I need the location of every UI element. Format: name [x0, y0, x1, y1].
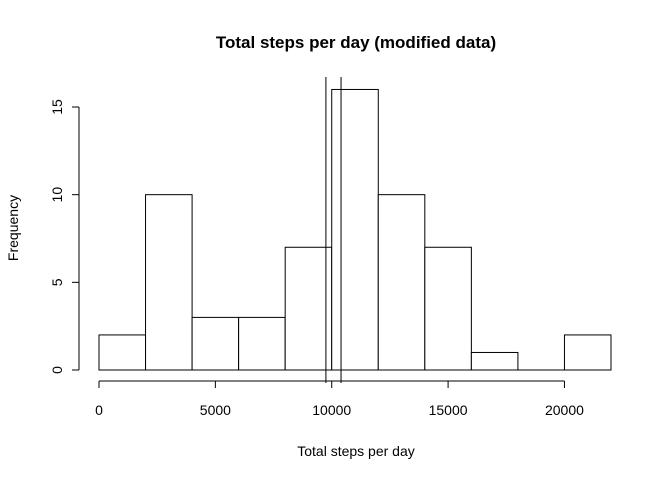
x-tick-label: 10000: [312, 402, 351, 418]
histogram-bar: [238, 316, 286, 371]
x-axis-label: Total steps per day: [297, 443, 415, 459]
x-tick-label: 20000: [545, 402, 584, 418]
histogram-bar: [145, 194, 193, 371]
histogram-bar: [563, 334, 612, 371]
bars-group: [98, 88, 612, 371]
chart-title: Total steps per day (modified data): [216, 33, 496, 52]
x-tick-label: 15000: [429, 402, 468, 418]
histogram-bar: [98, 334, 147, 371]
y-tick-label: 15: [49, 99, 65, 115]
histogram-bar: [470, 351, 519, 371]
histogram-bar: [377, 194, 426, 371]
y-axis-label: Frequency: [5, 195, 21, 261]
histogram-bar: [424, 246, 472, 371]
histogram-bar: [284, 246, 333, 371]
y-axis: 0 5 10 15: [49, 99, 80, 374]
x-axis: 0 5000 10000 15000 20000: [95, 380, 584, 418]
y-tick-label: 10: [49, 187, 65, 203]
x-tick-label: 0: [95, 402, 103, 418]
histogram-bar: [331, 88, 379, 371]
reference-lines-group: [325, 77, 342, 383]
x-tick-label: 5000: [200, 402, 231, 418]
y-tick-label: 0: [49, 366, 65, 374]
y-tick-label: 5: [49, 278, 65, 286]
histogram-bar: [191, 316, 240, 371]
